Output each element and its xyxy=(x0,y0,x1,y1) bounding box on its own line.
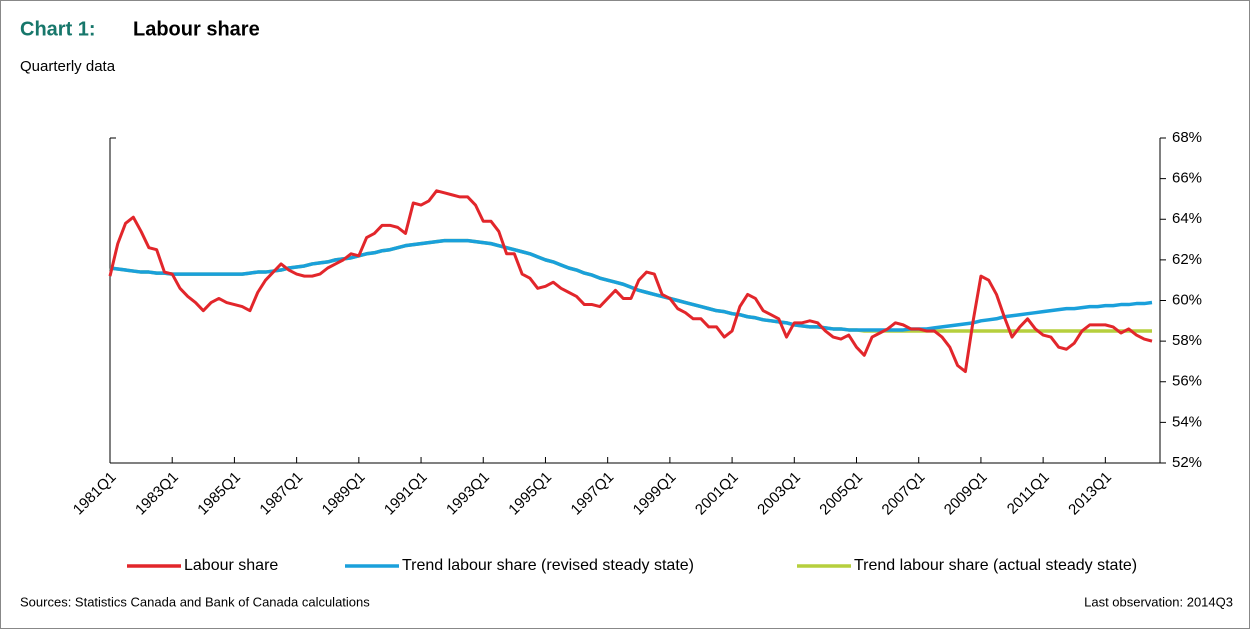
last-observation-note: Last observation: 2014Q3 xyxy=(1084,594,1233,609)
y-tick-label: 58% xyxy=(1172,332,1202,349)
y-tick-label: 64% xyxy=(1172,210,1202,227)
chart-title: Labour share xyxy=(133,18,260,40)
y-tick-label: 68% xyxy=(1172,129,1202,146)
legend-label: Trend labour share (actual steady state) xyxy=(854,557,1137,574)
y-tick-label: 56% xyxy=(1172,373,1202,390)
y-tick-label: 62% xyxy=(1172,251,1202,268)
source-note: Sources: Statistics Canada and Bank of C… xyxy=(20,594,370,609)
legend-label: Trend labour share (revised steady state… xyxy=(402,557,694,574)
series-line xyxy=(108,189,1153,374)
y-tick-label: 60% xyxy=(1172,291,1202,308)
chart-subtitle: Quarterly data xyxy=(20,58,116,75)
legend-label: Labour share xyxy=(184,557,278,574)
chart-title-label: Chart 1: xyxy=(20,18,96,40)
y-tick-label: 66% xyxy=(1172,170,1202,187)
y-tick-label: 54% xyxy=(1172,413,1202,430)
series-line xyxy=(109,238,1153,332)
y-tick-label: 52% xyxy=(1172,454,1202,471)
